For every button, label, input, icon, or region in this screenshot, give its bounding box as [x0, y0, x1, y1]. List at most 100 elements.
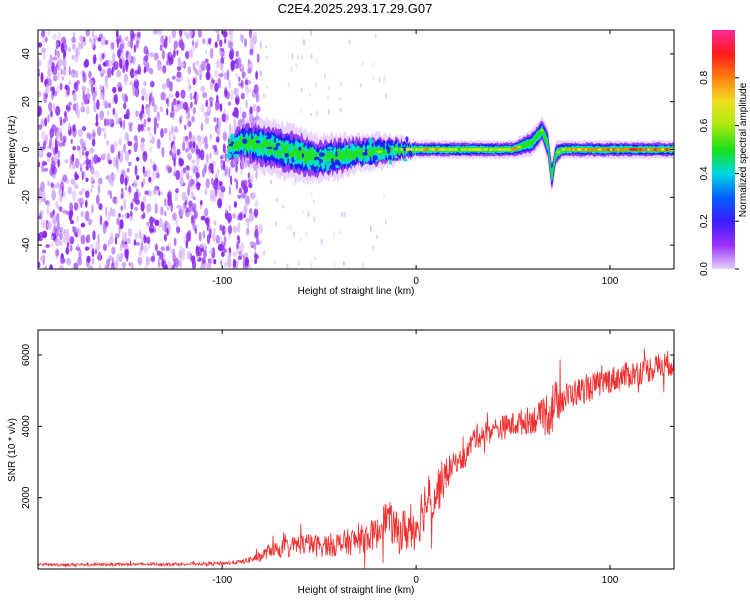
noise-speckle	[116, 253, 121, 263]
noise-speckle	[205, 49, 208, 54]
noise-speckle	[228, 167, 231, 179]
noise-speckle	[249, 106, 253, 115]
signal-blob	[395, 157, 399, 161]
noise-speckle	[141, 87, 147, 97]
noise-speckle	[200, 215, 206, 221]
sparse-speckle	[342, 260, 345, 267]
noise-speckle	[183, 196, 189, 202]
noise-speckle	[38, 124, 43, 130]
noise-speckle	[72, 164, 76, 170]
noise-speckle	[141, 95, 145, 101]
noise-speckle	[145, 106, 150, 115]
noise-speckle	[53, 103, 55, 111]
noise-speckle	[58, 187, 63, 197]
signal-hotspot	[516, 145, 522, 149]
sparse-speckle	[338, 97, 341, 102]
noise-speckle	[101, 53, 105, 60]
noise-speckle	[237, 221, 241, 233]
noise-speckle	[62, 69, 67, 76]
noise-speckle	[213, 259, 217, 265]
sparse-speckle	[384, 218, 387, 225]
noise-speckle	[122, 65, 125, 74]
noise-speckle	[135, 241, 140, 246]
noise-speckle	[200, 60, 207, 71]
noise-speckle	[178, 249, 183, 259]
noise-speckle	[126, 237, 131, 244]
noise-speckle	[99, 110, 105, 121]
snr-xlabel: Height of straight line (km)	[298, 585, 415, 596]
noise-speckle	[58, 116, 61, 121]
noise-speckle	[106, 118, 110, 127]
sparse-speckle	[287, 82, 290, 89]
noise-speckle	[99, 215, 103, 226]
noise-speckle	[162, 65, 167, 74]
noise-speckle	[91, 155, 94, 166]
signal-blob	[403, 148, 407, 152]
noise-speckle	[177, 57, 181, 67]
signal-blob	[336, 160, 340, 166]
spectrogram-ticks: -100 0 100 40 20 0 -20 -40	[21, 30, 674, 287]
noise-speckle	[232, 251, 237, 258]
noise-speckle	[182, 141, 186, 151]
noise-speckle	[65, 104, 69, 111]
noise-speckle	[210, 163, 214, 170]
noise-speckle	[95, 113, 99, 124]
snr-ytick-label: 6000	[21, 343, 32, 366]
noise-speckle	[247, 178, 252, 184]
noise-speckle	[107, 102, 112, 109]
noise-speckle	[217, 127, 221, 136]
noise-speckle	[111, 256, 114, 267]
noise-speckle	[89, 38, 92, 43]
sparse-speckle	[316, 110, 319, 117]
sparse-speckle	[378, 76, 381, 83]
noise-speckle	[164, 210, 167, 217]
noise-speckle	[85, 199, 88, 208]
noise-speckle	[235, 95, 240, 106]
noise-speckle	[52, 56, 58, 61]
noise-speckle	[179, 30, 183, 38]
noise-speckle	[90, 184, 95, 189]
noise-speckle	[206, 234, 211, 245]
noise-speckle	[97, 126, 102, 136]
sparse-speckle	[375, 234, 378, 239]
noise-speckle	[145, 236, 151, 244]
noise-speckle	[207, 168, 211, 175]
noise-speckle	[217, 117, 222, 129]
noise-speckle	[99, 57, 103, 62]
noise-speckle	[220, 159, 224, 164]
noise-speckle	[77, 158, 80, 164]
noise-speckle	[90, 188, 93, 193]
noise-speckle	[82, 125, 86, 132]
noise-speckle	[117, 48, 121, 59]
noise-speckle	[224, 35, 227, 44]
signal-blob	[287, 145, 294, 153]
noise-speckle	[124, 231, 127, 243]
noise-speckle	[254, 251, 257, 257]
noise-speckle	[183, 31, 189, 36]
noise-speckle	[183, 207, 187, 213]
sparse-speckle	[348, 39, 351, 45]
noise-speckle	[112, 52, 116, 63]
noise-speckle	[161, 146, 165, 158]
noise-speckle	[223, 72, 227, 81]
sparse-speckle	[300, 108, 303, 114]
noise-speckle	[165, 98, 169, 104]
signal-hotspot	[497, 148, 503, 151]
noise-speckle	[115, 30, 119, 38]
noise-speckle	[161, 83, 167, 90]
noise-speckle	[175, 218, 178, 227]
noise-speckle	[134, 165, 138, 176]
noise-speckle	[54, 182, 60, 189]
noise-speckle	[119, 219, 124, 230]
noise-speckle	[152, 252, 155, 261]
noise-speckle	[146, 127, 151, 132]
signal-blob	[301, 153, 304, 158]
noise-speckle	[245, 86, 250, 95]
noise-speckle	[133, 44, 137, 53]
noise-speckle	[83, 60, 89, 68]
noise-speckle	[154, 219, 160, 227]
noise-speckle	[38, 142, 41, 147]
signal-blob	[401, 146, 407, 149]
noise-speckle	[81, 142, 86, 150]
noise-speckle	[124, 175, 129, 184]
